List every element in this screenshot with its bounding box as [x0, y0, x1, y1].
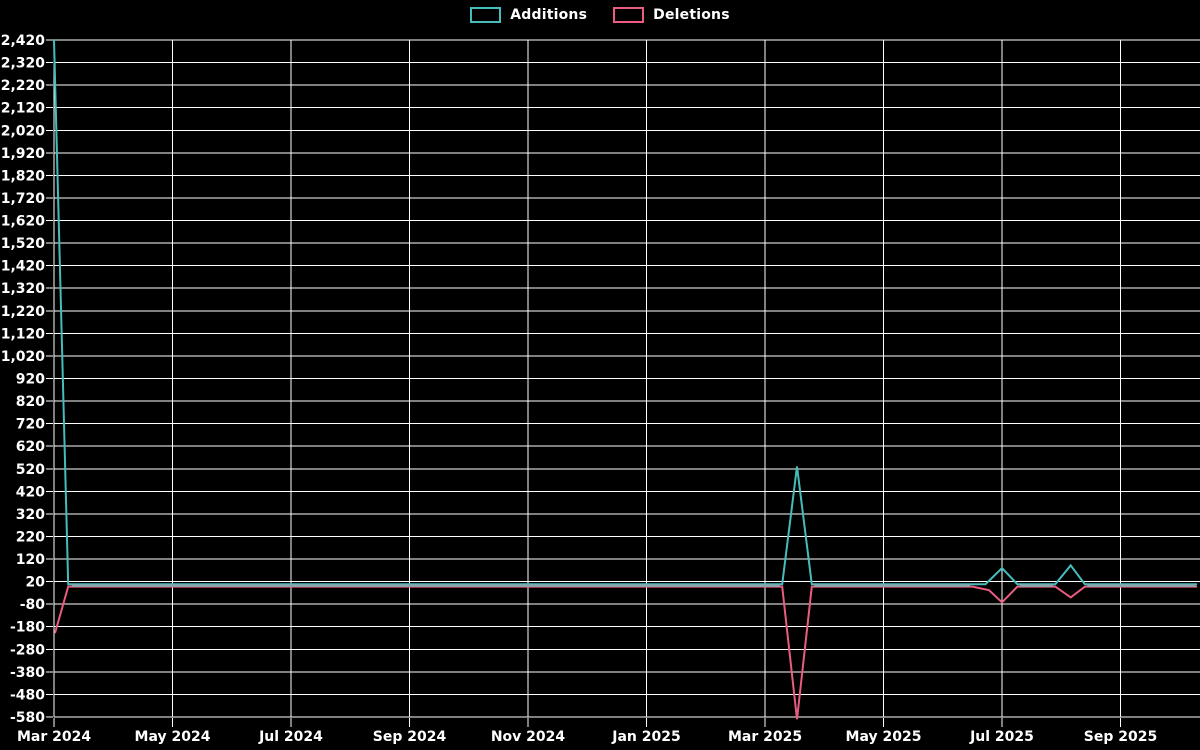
- svg-text:820: 820: [16, 394, 45, 410]
- svg-text:420: 420: [16, 484, 45, 500]
- svg-text:Jul 2025: Jul 2025: [969, 729, 1034, 745]
- svg-text:2,120: 2,120: [1, 101, 46, 117]
- svg-text:220: 220: [16, 530, 45, 546]
- svg-text:520: 520: [16, 462, 45, 478]
- svg-text:1,820: 1,820: [1, 168, 46, 184]
- svg-text:1,220: 1,220: [1, 304, 46, 320]
- svg-text:20: 20: [26, 575, 46, 591]
- svg-text:320: 320: [16, 507, 45, 523]
- chart-legend: Additions Deletions: [0, 7, 1200, 23]
- svg-text:720: 720: [16, 417, 45, 433]
- svg-text:Jan 2025: Jan 2025: [611, 729, 680, 745]
- svg-text:Jul 2024: Jul 2024: [258, 729, 323, 745]
- svg-text:Sep 2025: Sep 2025: [1084, 729, 1157, 745]
- svg-text:1,620: 1,620: [1, 214, 46, 230]
- legend-label-deletions: Deletions: [653, 7, 730, 23]
- svg-text:920: 920: [16, 372, 45, 388]
- svg-text:Nov 2024: Nov 2024: [491, 729, 566, 745]
- svg-text:-480: -480: [10, 687, 45, 703]
- legend-item-additions: Additions: [470, 7, 587, 23]
- svg-text:Mar 2024: Mar 2024: [17, 729, 91, 745]
- svg-text:Mar 2025: Mar 2025: [728, 729, 802, 745]
- svg-text:1,120: 1,120: [1, 326, 46, 342]
- svg-text:2,220: 2,220: [1, 78, 46, 94]
- svg-text:1,320: 1,320: [1, 281, 46, 297]
- svg-text:620: 620: [16, 439, 45, 455]
- svg-text:2,420: 2,420: [1, 33, 46, 49]
- svg-text:120: 120: [16, 552, 45, 568]
- legend-label-additions: Additions: [510, 7, 588, 23]
- deletions-swatch-icon: [613, 7, 645, 23]
- svg-text:-80: -80: [20, 597, 46, 613]
- svg-text:2,020: 2,020: [1, 123, 46, 139]
- svg-text:May 2025: May 2025: [846, 729, 922, 745]
- svg-text:May 2024: May 2024: [135, 729, 211, 745]
- legend-item-deletions: Deletions: [613, 7, 730, 23]
- svg-text:1,020: 1,020: [1, 349, 46, 365]
- svg-text:-280: -280: [10, 642, 45, 658]
- additions-swatch-icon: [470, 7, 502, 23]
- svg-text:Sep 2024: Sep 2024: [373, 729, 447, 745]
- svg-text:-180: -180: [10, 620, 45, 636]
- svg-text:1,720: 1,720: [1, 191, 46, 207]
- svg-text:2,320: 2,320: [1, 56, 46, 72]
- svg-text:1,920: 1,920: [1, 146, 46, 162]
- svg-text:-580: -580: [10, 710, 45, 726]
- svg-text:1,520: 1,520: [1, 236, 46, 252]
- svg-text:-380: -380: [10, 665, 45, 681]
- svg-text:1,420: 1,420: [1, 259, 46, 275]
